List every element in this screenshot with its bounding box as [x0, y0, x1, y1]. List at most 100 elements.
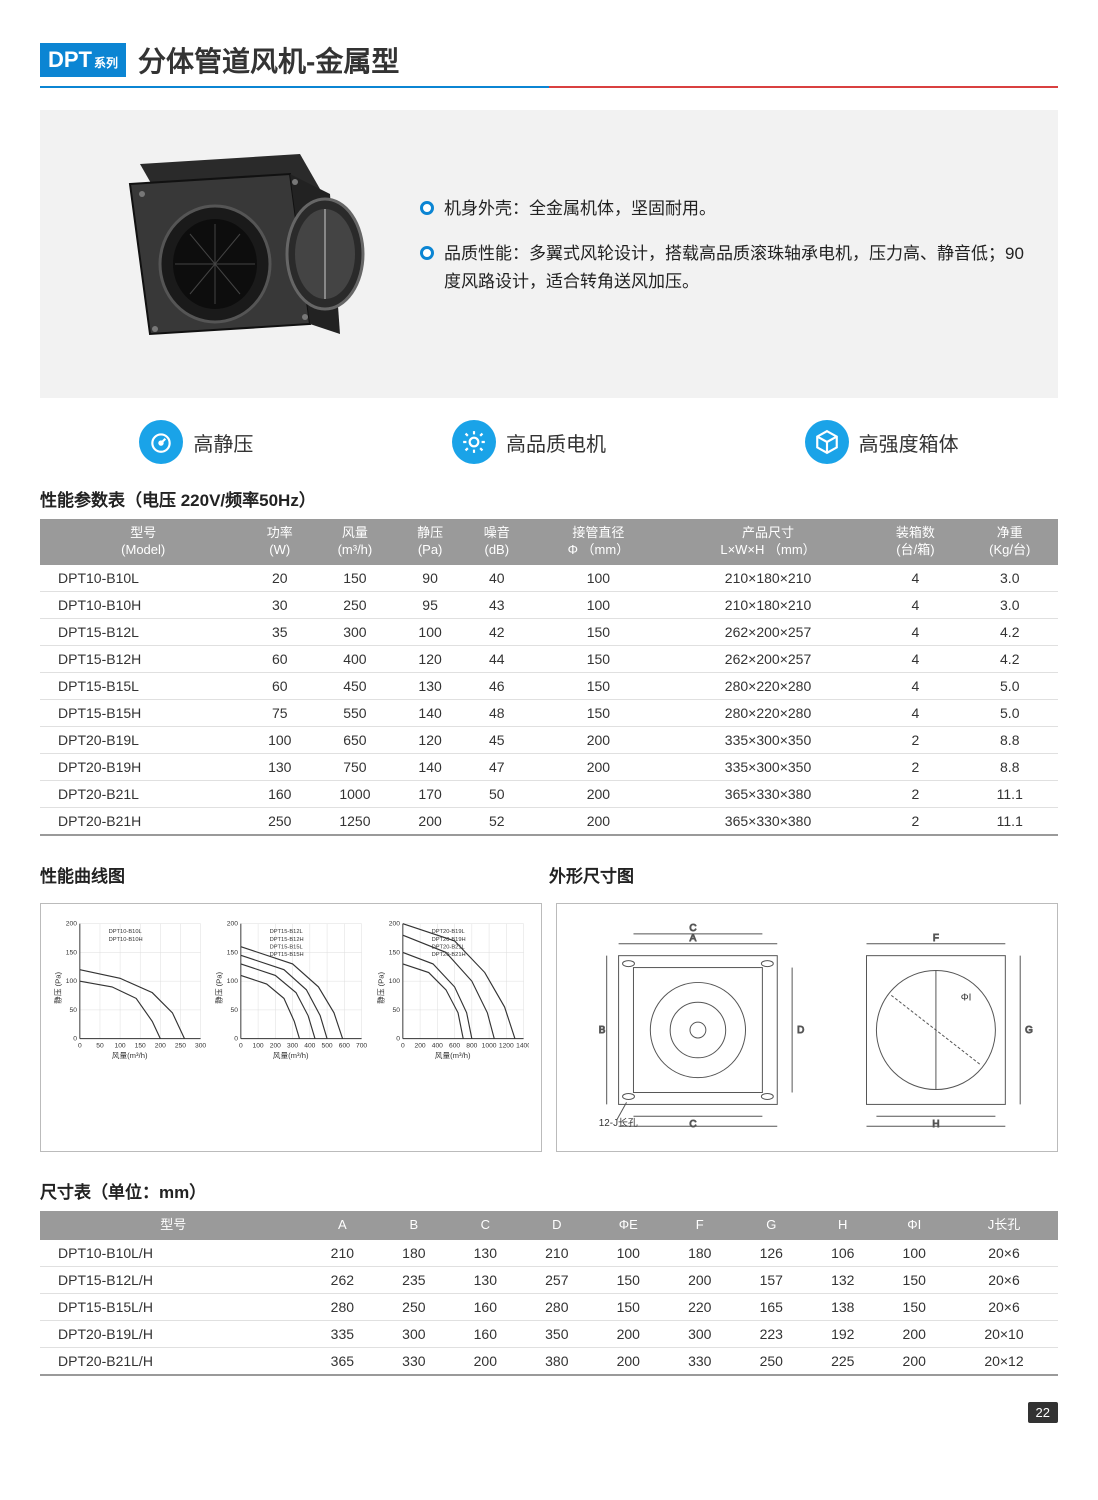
table-cell: 200: [450, 1347, 521, 1375]
table-cell: 2: [869, 726, 961, 753]
table-cell: 130: [450, 1266, 521, 1293]
table-cell: 262×200×257: [667, 645, 870, 672]
table-cell: 50: [463, 780, 530, 807]
bullet-text: 机身外壳：全金属机体，坚固耐用。: [444, 195, 716, 224]
table-cell: 262×200×257: [667, 618, 870, 645]
table-cell: DPT15-B15L: [40, 672, 246, 699]
table-cell: 300: [664, 1320, 735, 1347]
table-header-cell: D: [521, 1211, 592, 1240]
table-cell: 220: [664, 1293, 735, 1320]
table-cell: 20: [246, 565, 313, 592]
table-header-cell: 接管直径Φ （mm）: [530, 519, 667, 565]
shape-diagram-box: A C B D C 12-J长孔 F G H ΦI: [556, 903, 1058, 1152]
diagram-titles: 性能曲线图 外形尺寸图: [40, 862, 1058, 895]
table-cell: 335: [307, 1320, 378, 1347]
svg-text:150: 150: [135, 1042, 146, 1049]
svg-text:100: 100: [388, 978, 399, 985]
svg-text:风量(m³/h): 风量(m³/h): [112, 1051, 148, 1060]
svg-text:ΦI: ΦI: [961, 992, 972, 1003]
table-cell: DPT10-B10L/H: [40, 1240, 307, 1267]
svg-text:0: 0: [239, 1042, 243, 1049]
table-cell: 200: [530, 753, 667, 780]
table-cell: 280: [307, 1293, 378, 1320]
table-cell: 160: [450, 1320, 521, 1347]
table-cell: 300: [313, 618, 397, 645]
table-cell: 132: [807, 1266, 878, 1293]
table-row: DPT15-B12H6040012044150262×200×25744.2: [40, 645, 1058, 672]
svg-text:DPT10-B10H: DPT10-B10H: [109, 937, 143, 943]
table-cell: 150: [530, 672, 667, 699]
table-cell: 2: [869, 807, 961, 835]
table-cell: 3.0: [962, 565, 1058, 592]
table-cell: 257: [521, 1266, 592, 1293]
table-cell: 335×300×350: [667, 753, 870, 780]
chart-panel: 050100150200050100150200250300DPT10-B10L…: [53, 916, 206, 1065]
svg-text:静压 (Pa): 静压 (Pa): [376, 971, 386, 1003]
table-cell: 280×220×280: [667, 672, 870, 699]
svg-text:DPT20-B21L: DPT20-B21L: [431, 944, 464, 950]
table-cell: 4: [869, 672, 961, 699]
svg-text:150: 150: [388, 949, 399, 956]
table-header-cell: 净重(Kg/台): [962, 519, 1058, 565]
dimension-drawing: A C B D C 12-J长孔 F G H ΦI: [569, 916, 1045, 1134]
table-cell: 200: [878, 1347, 949, 1375]
svg-text:静压 (Pa): 静压 (Pa): [53, 971, 63, 1003]
svg-text:500: 500: [322, 1042, 333, 1049]
table-cell: 130: [246, 753, 313, 780]
table-cell: 330: [378, 1347, 449, 1375]
svg-text:0: 0: [401, 1042, 405, 1049]
svg-text:0: 0: [73, 1035, 77, 1042]
svg-text:DPT15-B12H: DPT15-B12H: [270, 937, 304, 943]
table-cell: DPT15-B15L/H: [40, 1293, 307, 1320]
svg-text:DPT15-B15L: DPT15-B15L: [270, 944, 303, 950]
table-cell: 165: [736, 1293, 807, 1320]
spec-table: 型号(Model)功率(W)风量(m³/h)静压(Pa)噪音(dB)接管直径Φ …: [40, 519, 1058, 836]
table-cell: DPT15-B15H: [40, 699, 246, 726]
bullet-item: 机身外壳：全金属机体，坚固耐用。: [420, 195, 1028, 224]
product-image: [70, 134, 390, 374]
bullet-icon: [420, 201, 434, 215]
table-cell: 4: [869, 699, 961, 726]
table-cell: 8.8: [962, 753, 1058, 780]
svg-text:1200: 1200: [499, 1042, 514, 1049]
svg-text:400: 400: [431, 1042, 442, 1049]
table-cell: 200: [530, 780, 667, 807]
table-row: DPT15-B12L/H2622351302571502001571321502…: [40, 1266, 1058, 1293]
cube-icon: [805, 420, 849, 464]
table-header-cell: H: [807, 1211, 878, 1240]
table-cell: 30: [246, 591, 313, 618]
table-header-cell: 风量(m³/h): [313, 519, 397, 565]
table-cell: 200: [530, 807, 667, 835]
table-cell: 43: [463, 591, 530, 618]
svg-text:50: 50: [70, 1007, 78, 1014]
table-cell: 4: [869, 591, 961, 618]
gauge-icon: [139, 420, 183, 464]
table-cell: 42: [463, 618, 530, 645]
table-cell: 180: [664, 1240, 735, 1267]
svg-text:300: 300: [195, 1042, 206, 1049]
table-cell: 225: [807, 1347, 878, 1375]
table-cell: 250: [313, 591, 397, 618]
svg-text:G: G: [1025, 1025, 1033, 1036]
table-cell: 150: [313, 565, 397, 592]
table-cell: 250: [378, 1293, 449, 1320]
table-cell: 200: [530, 726, 667, 753]
svg-text:200: 200: [270, 1042, 281, 1049]
table-row: DPT20-B19H13075014047200335×300×35028.8: [40, 753, 1058, 780]
svg-text:50: 50: [392, 1007, 400, 1014]
svg-text:DPT15-B12L: DPT15-B12L: [270, 929, 303, 935]
table-header-cell: 噪音(dB): [463, 519, 530, 565]
table-row: DPT20-B21L160100017050200365×330×380211.…: [40, 780, 1058, 807]
svg-text:150: 150: [66, 949, 77, 956]
table-cell: 138: [807, 1293, 878, 1320]
svg-text:700: 700: [356, 1042, 367, 1049]
svg-text:F: F: [933, 933, 939, 944]
table-cell: DPT20-B19L: [40, 726, 246, 753]
svg-text:600: 600: [449, 1042, 460, 1049]
curve-title: 性能曲线图: [40, 862, 549, 887]
table-cell: 90: [397, 565, 464, 592]
bullet-icon: [420, 246, 434, 260]
table-cell: 157: [736, 1266, 807, 1293]
table-cell: 60: [246, 672, 313, 699]
table-header-cell: B: [378, 1211, 449, 1240]
